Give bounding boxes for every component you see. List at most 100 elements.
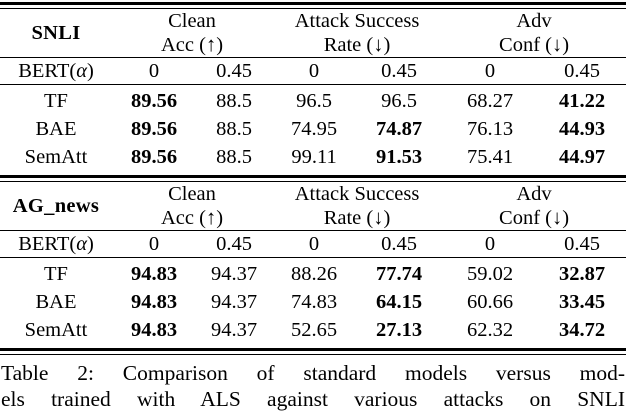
metric-value: 44.97 xyxy=(558,146,606,168)
metric-value: 94.83 xyxy=(130,319,178,341)
metric-value: 94.37 xyxy=(210,263,258,285)
metric-value: 88.26 xyxy=(290,263,338,285)
metric-value: 68.27 xyxy=(466,90,514,112)
metric-value: 88.5 xyxy=(216,146,252,168)
attack-row-sematt: SemAtt 94.83 94.37 52.65 27.13 62.32 34.72 xyxy=(0,316,626,344)
bert-label-prefix: BERT( xyxy=(18,233,77,255)
table-caption: Table 2: Comparison of standard models v… xyxy=(0,360,626,412)
attack-row-tf: TF 89.56 88.5 96.5 96.5 68.27 41.22 xyxy=(0,85,626,116)
attack-name: BAE xyxy=(35,118,77,140)
alpha-symbol: α xyxy=(76,233,87,255)
attack-name: BAE xyxy=(35,291,77,313)
alpha-value-cell: 0.45 xyxy=(538,57,626,85)
metric-value: 75.41 xyxy=(466,146,514,168)
alpha-value-cell: 0.45 xyxy=(356,57,443,85)
metric-value: 88.5 xyxy=(216,90,252,112)
bert-alpha-row: BERT(α) 0 0.45 0 0.45 0 0.45 xyxy=(0,230,626,258)
metric-value: 44.93 xyxy=(558,118,606,140)
metric-value: 88.5 xyxy=(216,118,252,140)
caption-line-2: els trained with ALS against various att… xyxy=(1,387,625,411)
attack-row-bae: BAE 94.83 94.37 74.83 64.15 60.66 33.45 xyxy=(0,288,626,316)
table-top-double-rule xyxy=(0,2,626,9)
metric-value: 74.87 xyxy=(375,118,423,140)
metric-value: 60.66 xyxy=(466,291,514,313)
dataset-name: AG_news xyxy=(12,195,100,217)
alpha-value-cell: 0 xyxy=(112,57,196,85)
metric-value: 91.53 xyxy=(375,146,423,168)
bert-alpha-label: BERT(α) xyxy=(0,57,112,85)
col-group-title-adv: Adv xyxy=(516,183,552,205)
attack-name: TF xyxy=(44,90,68,112)
alpha-value-cell: 0.45 xyxy=(356,230,443,258)
metric-value: 94.37 xyxy=(210,319,258,341)
attack-row-tf: TF 94.83 94.37 88.26 77.74 59.02 32.87 xyxy=(0,258,626,289)
caption-line-1: Table 2: Comparison of standard models v… xyxy=(1,361,625,385)
dataset-name: SNLI xyxy=(31,22,81,44)
metric-value: 76.13 xyxy=(466,118,514,140)
metric-value: 89.56 xyxy=(130,118,178,140)
bert-label-suffix: ) xyxy=(86,60,94,82)
alpha-value-cell: 0 xyxy=(112,230,196,258)
alpha-value-cell: 0.45 xyxy=(196,57,273,85)
metric-value: 77.74 xyxy=(375,263,423,285)
tables-container: SNLI Clean Attack Success Adv Acc (↑) Ra… xyxy=(0,2,626,348)
col-group-subtitle-attack: Rate (↓) xyxy=(323,34,391,56)
col-group-subtitle-adv: Conf (↓) xyxy=(499,207,570,229)
dataset-table-snli: SNLI Clean Attack Success Adv Acc (↑) Ra… xyxy=(0,2,626,175)
alpha-value-cell: 0 xyxy=(272,230,357,258)
metric-value: 64.15 xyxy=(375,291,423,313)
col-group-title-clean: Clean xyxy=(168,10,216,32)
col-group-title-adv: Adv xyxy=(516,10,552,32)
metric-value: 62.32 xyxy=(466,319,514,341)
results-table: SNLI Clean Attack Success Adv Acc (↑) Ra… xyxy=(0,9,626,171)
group-subtitle-row: Acc (↑) Rate (↓) Conf (↓) xyxy=(0,206,626,231)
group-title-row: AG_news Clean Attack Success Adv xyxy=(0,182,626,217)
col-group-title-attack: Attack Success xyxy=(294,10,420,32)
alpha-value-cell: 0 xyxy=(272,57,357,85)
col-group-subtitle-adv: Conf (↓) xyxy=(499,34,570,56)
dataset-table-ag_news: AG_news Clean Attack Success Adv Acc (↑)… xyxy=(0,175,626,348)
col-group-subtitle-attack: Rate (↓) xyxy=(323,207,391,229)
metric-value: 94.37 xyxy=(210,291,258,313)
metric-value: 74.83 xyxy=(290,291,338,313)
attack-name: SemAtt xyxy=(24,319,88,341)
attack-row-sematt: SemAtt 89.56 88.5 99.11 91.53 75.41 44.97 xyxy=(0,143,626,171)
col-group-subtitle-clean: Acc (↑) xyxy=(160,207,224,229)
metric-value: 27.13 xyxy=(375,319,423,341)
attack-name: TF xyxy=(44,263,68,285)
col-group-title-clean: Clean xyxy=(168,183,216,205)
table-top-double-rule xyxy=(0,175,626,182)
metric-value: 52.65 xyxy=(290,319,338,341)
col-group-subtitle-clean: Acc (↑) xyxy=(160,34,224,56)
bert-alpha-label: BERT(α) xyxy=(0,230,112,258)
metric-value: 33.45 xyxy=(558,291,606,313)
alpha-value-cell: 0 xyxy=(442,230,539,258)
attack-name: SemAtt xyxy=(24,146,88,168)
results-table: AG_news Clean Attack Success Adv Acc (↑)… xyxy=(0,182,626,344)
bert-label-prefix: BERT( xyxy=(18,60,77,82)
metric-value: 96.5 xyxy=(381,90,417,112)
bert-label-suffix: ) xyxy=(86,233,94,255)
alpha-value-cell: 0.45 xyxy=(196,230,273,258)
col-group-title-attack: Attack Success xyxy=(294,183,420,205)
metric-value: 99.11 xyxy=(291,146,337,168)
metric-value: 74.95 xyxy=(290,118,338,140)
metric-value: 89.56 xyxy=(130,146,178,168)
metric-value: 59.02 xyxy=(466,263,514,285)
metric-value: 32.87 xyxy=(558,263,606,285)
alpha-symbol: α xyxy=(76,60,87,82)
table-bottom-double-rule xyxy=(0,348,626,355)
metric-value: 89.56 xyxy=(130,90,178,112)
metric-value: 41.22 xyxy=(558,90,606,112)
group-subtitle-row: Acc (↑) Rate (↓) Conf (↓) xyxy=(0,33,626,58)
alpha-value-cell: 0 xyxy=(442,57,539,85)
group-title-row: SNLI Clean Attack Success Adv xyxy=(0,9,626,44)
alpha-value-cell: 0.45 xyxy=(538,230,626,258)
metric-value: 94.83 xyxy=(130,291,178,313)
attack-row-bae: BAE 89.56 88.5 74.95 74.87 76.13 44.93 xyxy=(0,115,626,143)
metric-value: 94.83 xyxy=(130,263,178,285)
bert-alpha-row: BERT(α) 0 0.45 0 0.45 0 0.45 xyxy=(0,57,626,85)
metric-value: 34.72 xyxy=(558,319,606,341)
metric-value: 96.5 xyxy=(296,90,332,112)
